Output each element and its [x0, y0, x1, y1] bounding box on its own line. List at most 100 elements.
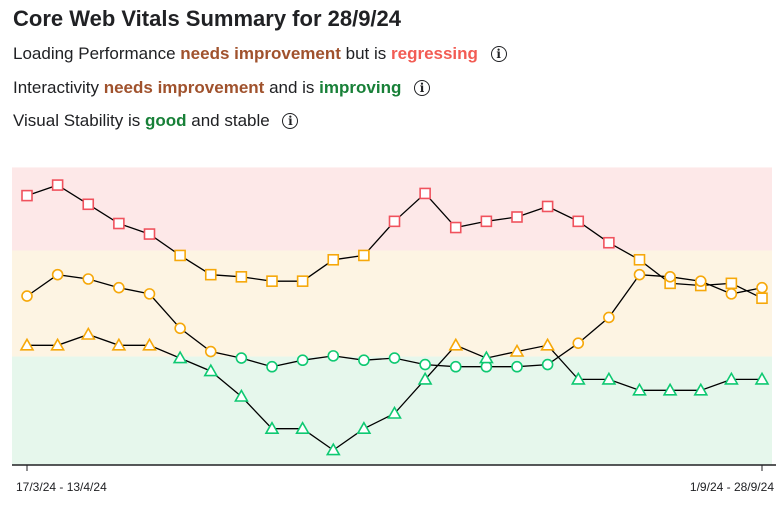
data-point[interactable]: [633, 253, 646, 266]
data-point[interactable]: [419, 187, 431, 200]
info-icon[interactable]: i: [414, 80, 431, 96]
metric-status: good: [144, 111, 187, 130]
data-point[interactable]: [143, 288, 156, 300]
data-point[interactable]: [725, 288, 738, 300]
data-point[interactable]: [204, 268, 217, 281]
data-point[interactable]: [693, 382, 709, 396]
data-point[interactable]: [80, 326, 96, 340]
metric-interactivity: Interactivity needs improvement and is i…: [13, 78, 431, 98]
data-point[interactable]: [632, 382, 647, 396]
metric-trend: regressing: [391, 44, 478, 63]
data-point[interactable]: [479, 350, 494, 364]
data-point[interactable]: [664, 271, 676, 283]
data-point[interactable]: [143, 228, 156, 240]
series-group: [19, 179, 770, 456]
data-point[interactable]: [388, 352, 401, 364]
data-point[interactable]: [204, 345, 217, 358]
threshold-bands: [12, 167, 772, 465]
data-point[interactable]: [448, 337, 464, 351]
data-point[interactable]: [356, 421, 372, 435]
data-point[interactable]: [756, 281, 768, 294]
info-icon[interactable]: i: [490, 46, 507, 62]
data-point[interactable]: [541, 358, 554, 371]
data-point[interactable]: [417, 371, 433, 385]
data-point[interactable]: [264, 421, 280, 435]
data-point[interactable]: [724, 371, 739, 385]
data-point[interactable]: [358, 249, 370, 262]
info-icon[interactable]: i: [282, 113, 299, 129]
data-point[interactable]: [172, 350, 188, 364]
x-tick-label-start: 17/3/24 - 13/4/24: [16, 480, 107, 494]
data-point[interactable]: [509, 343, 525, 357]
data-point[interactable]: [82, 273, 95, 285]
data-point[interactable]: [203, 363, 219, 377]
data-point[interactable]: [725, 277, 738, 290]
data-point[interactable]: [266, 275, 278, 287]
data-point[interactable]: [51, 179, 64, 191]
data-point[interactable]: [480, 215, 493, 228]
data-point[interactable]: [754, 371, 770, 385]
data-point[interactable]: [449, 360, 462, 373]
data-point[interactable]: [419, 358, 431, 371]
metric-status: needs improvement: [103, 78, 265, 97]
data-point[interactable]: [50, 337, 65, 351]
data-point[interactable]: [388, 215, 401, 228]
data-point[interactable]: [296, 275, 309, 287]
data-point[interactable]: [570, 371, 586, 385]
metric-label: Loading Performance: [13, 44, 176, 63]
data-point[interactable]: [541, 200, 554, 213]
data-point[interactable]: [756, 292, 768, 305]
metric-connector: and stable: [191, 111, 270, 130]
data-point[interactable]: [572, 215, 585, 228]
data-point[interactable]: [174, 322, 186, 335]
data-point[interactable]: [540, 337, 555, 351]
data-point[interactable]: [511, 360, 523, 373]
series-circle: [21, 268, 768, 373]
data-point[interactable]: [235, 271, 248, 283]
data-point[interactable]: [662, 382, 678, 396]
data-point[interactable]: [325, 442, 341, 456]
metric-connector: but is: [345, 44, 387, 63]
data-point[interactable]: [511, 211, 523, 223]
data-point[interactable]: [111, 337, 127, 351]
band-needs-improvement: [12, 250, 772, 357]
data-point[interactable]: [694, 275, 707, 287]
series-square: [21, 179, 768, 305]
metric-label: Interactivity: [13, 78, 99, 97]
data-point[interactable]: [572, 337, 585, 349]
data-point[interactable]: [19, 337, 35, 351]
data-point[interactable]: [603, 236, 615, 249]
metric-connector: and is: [269, 78, 315, 97]
metric-visual-stability: Visual Stability is good and stable i: [13, 111, 299, 131]
page-title: Core Web Vitals Summary for 28/9/24: [13, 6, 402, 31]
data-point[interactable]: [21, 290, 33, 302]
data-point[interactable]: [174, 249, 186, 262]
data-point[interactable]: [296, 354, 309, 367]
x-axis: 17/3/24 - 13/4/24 1/9/24 - 28/9/24: [12, 464, 776, 494]
data-point[interactable]: [603, 311, 615, 324]
data-point[interactable]: [327, 350, 340, 362]
data-point[interactable]: [113, 281, 125, 294]
data-point[interactable]: [142, 337, 157, 351]
data-point[interactable]: [113, 217, 125, 230]
data-point[interactable]: [601, 371, 617, 385]
data-point[interactable]: [21, 189, 33, 202]
data-point[interactable]: [358, 354, 370, 367]
data-point[interactable]: [82, 198, 95, 211]
metric-status: needs improvement: [180, 44, 341, 63]
metric-label: Visual Stability is: [13, 111, 141, 130]
data-point[interactable]: [266, 360, 278, 373]
data-point[interactable]: [51, 268, 64, 281]
x-tick-label-end: 1/9/24 - 28/9/24: [690, 480, 774, 494]
series-triangle: [19, 326, 770, 456]
data-point[interactable]: [633, 268, 646, 281]
data-point[interactable]: [327, 253, 340, 266]
data-point[interactable]: [387, 405, 402, 419]
data-point[interactable]: [295, 421, 310, 435]
data-point[interactable]: [235, 352, 248, 364]
metric-trend: improving: [319, 78, 402, 97]
band-poor: [12, 167, 772, 251]
data-point[interactable]: [234, 388, 249, 402]
data-point[interactable]: [449, 221, 462, 234]
